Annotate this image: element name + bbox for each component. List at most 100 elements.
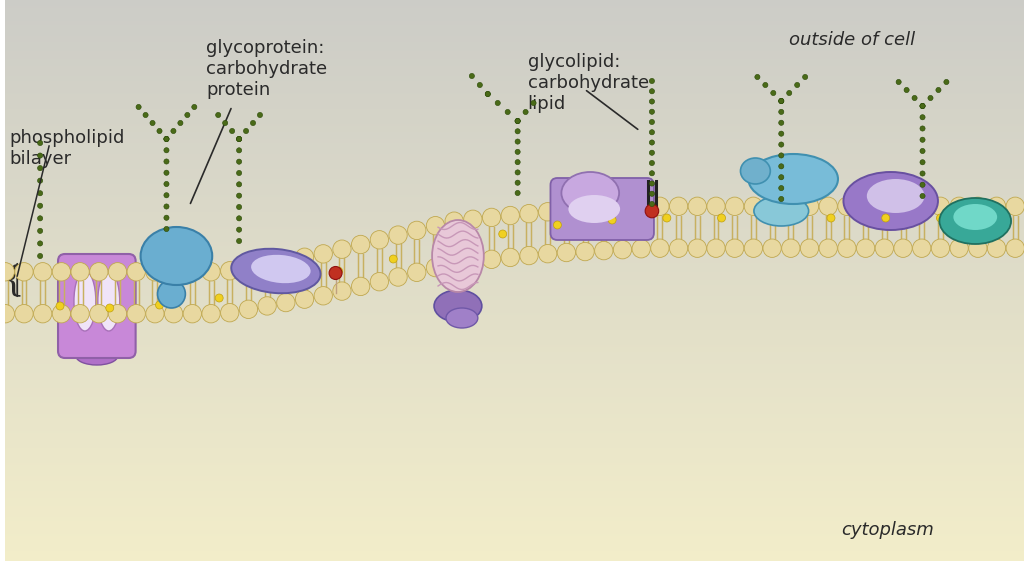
Bar bbox=[5, 399, 1024, 402]
Bar bbox=[5, 164, 1024, 167]
Bar bbox=[5, 65, 1024, 67]
Circle shape bbox=[237, 193, 242, 198]
Circle shape bbox=[237, 136, 242, 141]
Bar bbox=[5, 384, 1024, 387]
Bar bbox=[5, 248, 1024, 251]
Bar bbox=[5, 111, 1024, 114]
Bar bbox=[5, 549, 1024, 551]
Circle shape bbox=[937, 214, 944, 222]
Circle shape bbox=[539, 203, 557, 221]
Bar bbox=[5, 394, 1024, 397]
Circle shape bbox=[920, 126, 925, 131]
Bar bbox=[5, 321, 1024, 324]
Bar bbox=[5, 468, 1024, 471]
Circle shape bbox=[38, 178, 43, 183]
Circle shape bbox=[314, 287, 333, 305]
Bar bbox=[5, 412, 1024, 415]
Ellipse shape bbox=[867, 179, 925, 213]
Circle shape bbox=[795, 82, 800, 88]
Circle shape bbox=[237, 204, 242, 210]
Circle shape bbox=[670, 239, 688, 257]
Circle shape bbox=[38, 228, 43, 233]
Bar bbox=[5, 227, 1024, 230]
Ellipse shape bbox=[140, 227, 212, 285]
Circle shape bbox=[329, 266, 342, 279]
Circle shape bbox=[920, 160, 925, 165]
Circle shape bbox=[251, 121, 256, 126]
Bar bbox=[5, 472, 1024, 475]
Circle shape bbox=[34, 263, 52, 281]
Circle shape bbox=[38, 241, 43, 246]
Circle shape bbox=[408, 221, 426, 240]
Circle shape bbox=[469, 73, 474, 79]
Circle shape bbox=[515, 159, 520, 165]
Circle shape bbox=[649, 201, 654, 206]
Circle shape bbox=[786, 90, 792, 95]
Bar bbox=[5, 158, 1024, 161]
Circle shape bbox=[718, 214, 726, 222]
Bar bbox=[5, 296, 1024, 299]
Ellipse shape bbox=[251, 255, 310, 283]
Ellipse shape bbox=[434, 290, 482, 322]
Circle shape bbox=[183, 263, 202, 281]
Bar bbox=[5, 424, 1024, 426]
Circle shape bbox=[931, 239, 949, 257]
Bar bbox=[5, 87, 1024, 90]
Circle shape bbox=[52, 305, 71, 323]
Circle shape bbox=[202, 263, 220, 281]
Circle shape bbox=[781, 239, 800, 257]
Bar bbox=[5, 543, 1024, 546]
Bar bbox=[5, 220, 1024, 223]
Bar bbox=[5, 291, 1024, 293]
Bar bbox=[5, 523, 1024, 526]
Bar bbox=[5, 226, 1024, 228]
Circle shape bbox=[136, 104, 141, 109]
Bar bbox=[5, 279, 1024, 282]
Circle shape bbox=[778, 131, 783, 136]
Circle shape bbox=[485, 91, 490, 96]
Circle shape bbox=[613, 241, 632, 259]
Bar bbox=[5, 93, 1024, 95]
Ellipse shape bbox=[740, 158, 770, 184]
Bar bbox=[5, 197, 1024, 200]
Bar bbox=[5, 10, 1024, 13]
Bar bbox=[5, 100, 1024, 103]
Circle shape bbox=[237, 136, 242, 141]
Bar bbox=[5, 521, 1024, 523]
Circle shape bbox=[950, 239, 969, 257]
Circle shape bbox=[649, 150, 654, 155]
Bar bbox=[5, 276, 1024, 279]
Bar bbox=[5, 324, 1024, 327]
Ellipse shape bbox=[953, 204, 997, 230]
Bar bbox=[5, 40, 1024, 43]
Bar bbox=[5, 405, 1024, 408]
Circle shape bbox=[856, 239, 874, 257]
Bar bbox=[5, 293, 1024, 296]
Ellipse shape bbox=[432, 220, 483, 292]
Circle shape bbox=[650, 197, 669, 215]
Circle shape bbox=[688, 239, 707, 257]
Circle shape bbox=[150, 121, 155, 126]
Bar bbox=[5, 246, 1024, 249]
Bar bbox=[5, 237, 1024, 240]
Bar bbox=[5, 4, 1024, 7]
Circle shape bbox=[944, 80, 949, 85]
Circle shape bbox=[969, 239, 987, 257]
Bar bbox=[5, 397, 1024, 400]
Bar bbox=[5, 74, 1024, 77]
Circle shape bbox=[38, 140, 43, 146]
Bar bbox=[5, 29, 1024, 32]
Circle shape bbox=[894, 239, 912, 257]
Bar bbox=[5, 295, 1024, 297]
Circle shape bbox=[876, 239, 894, 257]
Circle shape bbox=[164, 227, 169, 232]
Bar bbox=[5, 504, 1024, 507]
Circle shape bbox=[0, 263, 14, 281]
Bar bbox=[5, 390, 1024, 393]
Circle shape bbox=[335, 267, 343, 275]
Circle shape bbox=[856, 197, 874, 215]
Circle shape bbox=[781, 197, 800, 215]
Circle shape bbox=[778, 174, 783, 180]
Bar bbox=[5, 330, 1024, 333]
Bar bbox=[5, 465, 1024, 467]
